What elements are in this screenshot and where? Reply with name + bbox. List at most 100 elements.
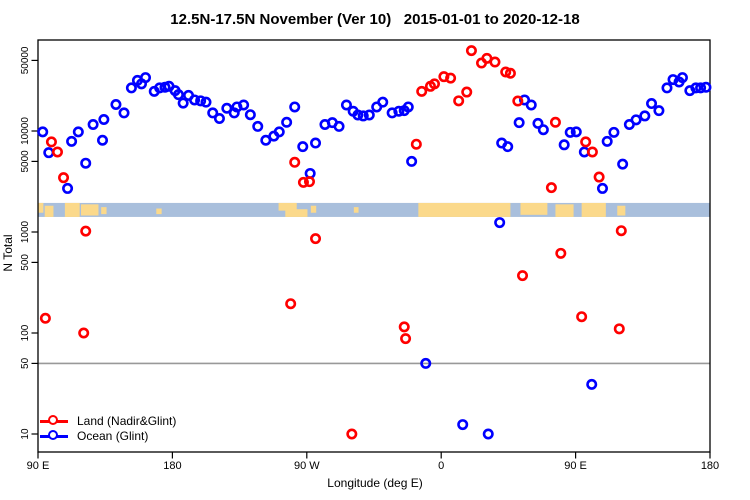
ocean-data-point <box>72 126 84 138</box>
land-data-point <box>445 72 457 84</box>
map-band-land-patch <box>418 202 511 217</box>
ocean-data-point <box>630 114 642 126</box>
land-data-point <box>504 67 516 79</box>
ocean-data-point <box>195 95 207 107</box>
y-tick-label: 5000 <box>20 150 31 173</box>
land-data-point <box>615 225 627 237</box>
ocean-data-point <box>66 135 78 147</box>
legend-symbol-icon <box>40 415 70 427</box>
ocean-data-point <box>690 82 702 94</box>
ocean-data-point <box>213 112 225 124</box>
ocean-data-point <box>617 158 629 170</box>
ocean-data-point <box>238 99 250 111</box>
ocean-data-point <box>118 107 130 119</box>
y-tick-label: 500 <box>20 254 31 271</box>
ocean-data-point <box>695 82 707 94</box>
y-tick-label: 10 <box>20 428 31 440</box>
land-data-point <box>545 182 557 194</box>
legend-label: Land (Nadir&Glint) <box>77 413 177 428</box>
x-tick-label: 180 <box>163 460 181 472</box>
map-band-land-patch <box>81 204 99 216</box>
map-band-land-patch <box>581 202 606 217</box>
legend-row: Land (Nadir&Glint) <box>40 413 176 428</box>
ocean-data-point <box>519 94 531 106</box>
map-band-land-patch <box>278 202 297 211</box>
land-data-point <box>512 95 524 107</box>
ocean-data-point <box>676 72 688 84</box>
ocean-data-point <box>513 117 525 129</box>
land-data-point <box>78 327 90 339</box>
land-data-point <box>461 86 473 98</box>
legend-circle-icon <box>48 430 58 440</box>
land-data-point <box>410 138 422 150</box>
land-data-point <box>297 176 309 188</box>
map-band-ocean <box>38 202 710 217</box>
ocean-data-point <box>98 113 110 125</box>
ocean-data-point <box>289 101 301 113</box>
map-band-land-patch <box>520 202 548 215</box>
land-data-point <box>303 176 315 188</box>
y-axis-title: N Total <box>1 234 15 272</box>
ocean-data-point <box>564 126 576 138</box>
ocean-data-point <box>570 126 582 138</box>
land-data-point <box>51 146 63 158</box>
ocean-data-point <box>402 101 414 113</box>
ocean-data-point <box>252 120 264 132</box>
land-data-point <box>416 85 428 97</box>
ocean-data-point <box>377 96 389 108</box>
land-data-point <box>310 233 322 245</box>
map-band-land-patch <box>64 202 80 217</box>
map-band-land-patch <box>44 205 54 217</box>
ocean-data-point <box>558 139 570 151</box>
ocean-data-point <box>393 105 405 117</box>
land-data-point <box>45 136 57 148</box>
ocean-data-point <box>494 217 506 229</box>
ocean-data-point <box>281 116 293 128</box>
ocean-data-point <box>502 141 514 153</box>
ocean-data-point <box>406 155 418 167</box>
ocean-data-point <box>80 157 92 169</box>
map-band-land-patch <box>617 205 626 216</box>
ocean-data-point <box>310 137 322 149</box>
legend-symbol-icon <box>40 430 70 442</box>
ocean-data-point <box>260 134 272 146</box>
ocean-data-point <box>340 99 352 111</box>
land-data-point <box>593 171 605 183</box>
ocean-data-point <box>172 89 184 101</box>
ocean-data-point <box>62 182 74 194</box>
x-tick-label: 90 E <box>27 460 50 472</box>
land-data-point <box>500 66 512 78</box>
y-tick-label: 100 <box>20 324 31 341</box>
y-tick-label: 50000 <box>20 46 31 74</box>
map-band-land-patch <box>156 208 162 215</box>
land-data-point <box>613 323 625 335</box>
legend: Land (Nadir&Glint) Ocean (Glint) <box>40 413 176 443</box>
land-data-point <box>489 56 501 68</box>
y-tick-label: 1000 <box>20 220 31 243</box>
land-data-point <box>39 312 51 324</box>
ocean-data-point <box>608 126 620 138</box>
land-data-point <box>58 172 70 184</box>
ocean-data-point <box>646 98 658 110</box>
ocean-data-point <box>37 126 49 138</box>
land-data-point <box>438 71 450 83</box>
land-data-point <box>453 95 465 107</box>
land-data-point <box>428 78 440 90</box>
land-data-point <box>80 225 92 237</box>
legend-label: Ocean (Glint) <box>77 428 149 443</box>
ocean-data-point <box>87 118 99 130</box>
plot-border <box>37 39 711 453</box>
ocean-data-point <box>177 97 189 109</box>
ocean-data-point <box>363 109 375 121</box>
map-band-land-patch <box>101 207 107 215</box>
land-data-point <box>555 247 567 259</box>
ocean-data-point <box>386 107 398 119</box>
map-band-land-patch <box>38 202 44 213</box>
ocean-data-point <box>482 428 494 440</box>
x-tick-label: 180 <box>701 460 719 472</box>
land-data-point <box>289 156 301 168</box>
legend-row: Ocean (Glint) <box>40 428 176 443</box>
land-data-point <box>549 116 561 128</box>
map-band-land-patch <box>353 207 359 213</box>
ocean-data-point <box>97 134 109 146</box>
